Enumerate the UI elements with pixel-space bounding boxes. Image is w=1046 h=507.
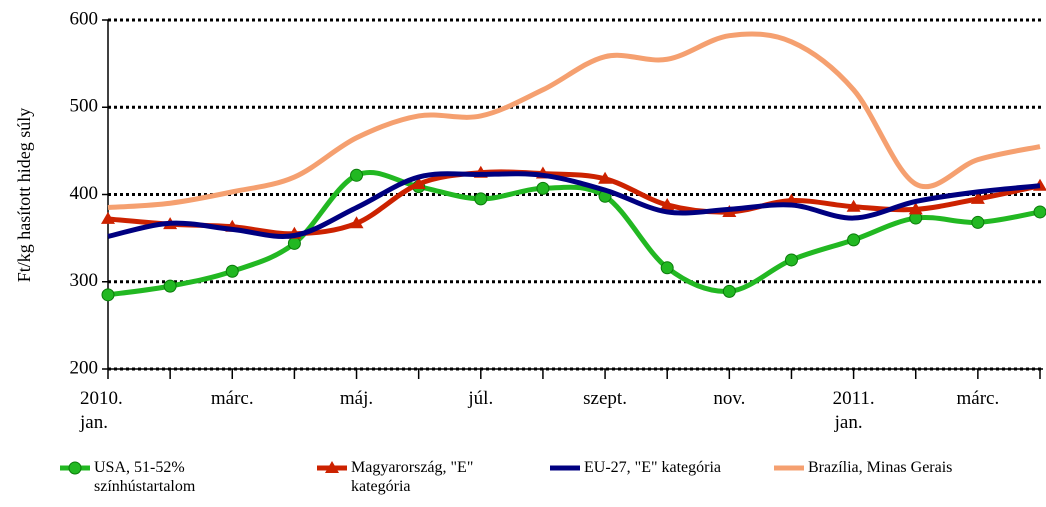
legend: USA, 51-52% színhústartalom Magyarország,… bbox=[0, 458, 1046, 507]
legend-item: USA, 51-52% színhústartalom bbox=[58, 458, 288, 496]
legend-swatch bbox=[550, 465, 580, 471]
point bbox=[1033, 205, 1046, 219]
point bbox=[536, 181, 550, 195]
legend-item: EU-27, "E" kategória bbox=[548, 458, 768, 477]
point bbox=[660, 261, 674, 275]
legend-swatch bbox=[60, 461, 90, 475]
point bbox=[722, 284, 736, 298]
y-tick-label: 500 bbox=[70, 96, 99, 117]
y-tick-label: 300 bbox=[70, 270, 99, 291]
legend-label: Brazília, Minas Gerais bbox=[808, 459, 953, 476]
point bbox=[350, 168, 364, 182]
y-tick-label: 600 bbox=[70, 8, 99, 29]
series-line bbox=[107, 171, 1041, 239]
x-tick-label: 2011. jan. bbox=[833, 388, 875, 433]
legend-label: USA, 51-52% színhústartalom bbox=[94, 459, 196, 495]
point bbox=[349, 216, 364, 229]
chart: Ft/kg hasított hideg súly 200 300 400 500 60… bbox=[14, 8, 1046, 433]
series-line bbox=[107, 169, 1041, 298]
x-tick-label: márc. bbox=[211, 388, 254, 409]
point bbox=[908, 202, 923, 215]
legend-item: Brazília, Minas Gerais bbox=[772, 458, 1032, 477]
legend-item: Magyarország, "E" kategória bbox=[315, 458, 535, 496]
point bbox=[325, 461, 339, 473]
x-tick-label: nov. bbox=[713, 388, 745, 409]
legend-swatch bbox=[774, 465, 804, 471]
x-tick-label: 2010. jan. bbox=[79, 388, 123, 433]
point bbox=[847, 233, 861, 247]
legend-swatch bbox=[317, 461, 347, 473]
y-tick-label: 200 bbox=[70, 357, 99, 378]
point bbox=[101, 288, 115, 302]
legend-label: EU-27, "E" kategória bbox=[584, 459, 722, 476]
point bbox=[411, 177, 426, 190]
y-axis-label: Ft/kg hasított hideg súly bbox=[14, 108, 34, 283]
y-tick-label: 400 bbox=[70, 183, 99, 204]
point bbox=[68, 461, 82, 475]
x-tick-label: júl. bbox=[467, 388, 493, 409]
x-tick-label: márc. bbox=[956, 388, 999, 409]
point bbox=[474, 192, 488, 206]
point bbox=[660, 197, 675, 210]
point bbox=[846, 199, 861, 212]
point bbox=[225, 264, 239, 278]
point bbox=[163, 279, 177, 293]
point bbox=[101, 211, 115, 224]
series-line bbox=[107, 169, 1041, 237]
point bbox=[784, 253, 798, 267]
x-tick-label: szept. bbox=[583, 388, 627, 409]
point bbox=[598, 171, 613, 184]
x-tick-label: máj. bbox=[340, 388, 373, 409]
point bbox=[971, 215, 985, 229]
point bbox=[287, 236, 301, 250]
series-line bbox=[107, 31, 1041, 211]
legend-label: Magyarország, "E" kategória bbox=[351, 459, 474, 495]
point bbox=[970, 191, 985, 204]
